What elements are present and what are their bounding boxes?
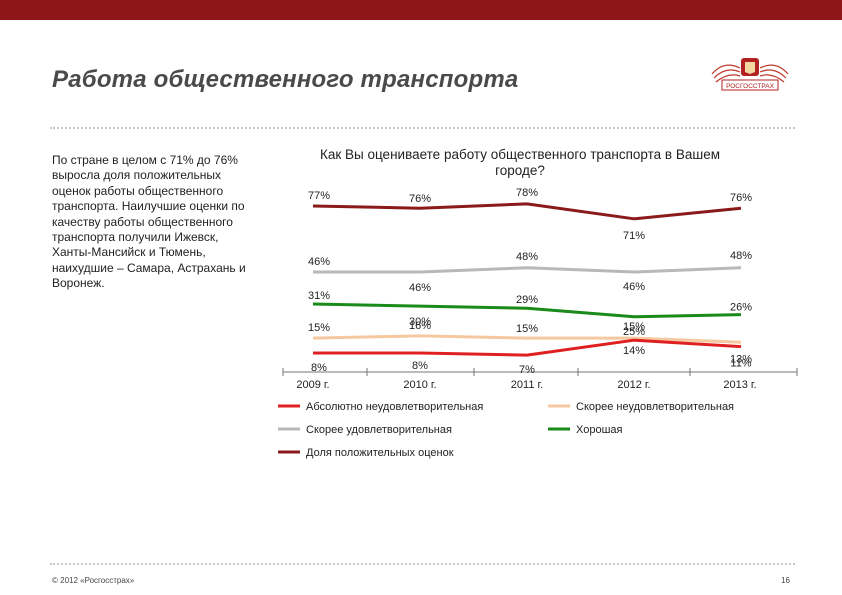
rosgosstrakh-logo: РОСГОССТРАХ <box>711 58 789 91</box>
data-label: 15% <box>516 323 538 335</box>
data-label: 77% <box>308 190 330 202</box>
data-label: 16% <box>409 320 431 332</box>
data-label: 8% <box>412 360 428 372</box>
legend-label: Абсолютно неудовлетворительная <box>306 401 483 413</box>
data-label: 26% <box>730 302 752 314</box>
data-label: 46% <box>623 281 645 293</box>
data-label: 30% <box>409 316 431 328</box>
data-label: 31% <box>308 290 330 302</box>
series-line <box>312 334 742 344</box>
data-label: 71% <box>623 230 645 242</box>
series-line <box>313 338 742 357</box>
data-label: 76% <box>409 193 431 205</box>
x-tick-label: 2013 г. <box>723 379 756 391</box>
data-label: 15% <box>623 321 645 333</box>
series-line <box>312 302 742 319</box>
top-bar <box>0 0 842 20</box>
legend-label: Скорее удовлетворительная <box>306 424 452 436</box>
data-label: 7% <box>519 364 535 376</box>
data-label: 78% <box>516 187 538 199</box>
data-label: 25% <box>623 326 645 338</box>
header-divider <box>50 127 795 129</box>
data-label: 76% <box>730 192 752 204</box>
page-number: 16 <box>781 576 790 585</box>
series-line <box>312 202 742 221</box>
x-tick-label: 2010 г. <box>403 379 436 391</box>
data-label: 11% <box>730 358 751 370</box>
series-line <box>313 266 742 274</box>
logo-text: РОСГОССТРАХ <box>726 83 775 90</box>
x-tick-label: 2011 г. <box>511 379 543 391</box>
data-label: 29% <box>516 294 538 306</box>
footer-copyright: © 2012 «Росгосстрах» <box>52 576 135 585</box>
x-tick-label: 2012 г. <box>617 379 650 391</box>
data-label: 8% <box>311 362 327 374</box>
footer-divider <box>50 563 795 565</box>
legend-label: Доля положительных оценок <box>306 447 454 459</box>
legend-label: Скорее неудовлетворительная <box>576 401 734 413</box>
data-label: 48% <box>516 251 538 263</box>
summary-text: По стране в целом с 71% до 76% выросла д… <box>52 153 246 291</box>
legend-label: Хорошая <box>576 424 623 436</box>
chart-title: Как Вы оцениваете работу общественного т… <box>319 147 720 178</box>
x-tick-label: 2009 г. <box>296 379 329 391</box>
data-label: 13% <box>730 353 752 365</box>
data-label: 46% <box>308 256 330 268</box>
data-label: 46% <box>409 282 431 294</box>
data-label: 48% <box>730 250 752 262</box>
line-chart: 2009 г. 2010 г. 2011 г. 2012 г. 2013 г. 77% 76… <box>278 187 798 459</box>
data-label: 14% <box>623 345 645 357</box>
data-label: 15% <box>308 322 330 334</box>
slide-title: Работа общественного транспорта <box>52 66 519 93</box>
